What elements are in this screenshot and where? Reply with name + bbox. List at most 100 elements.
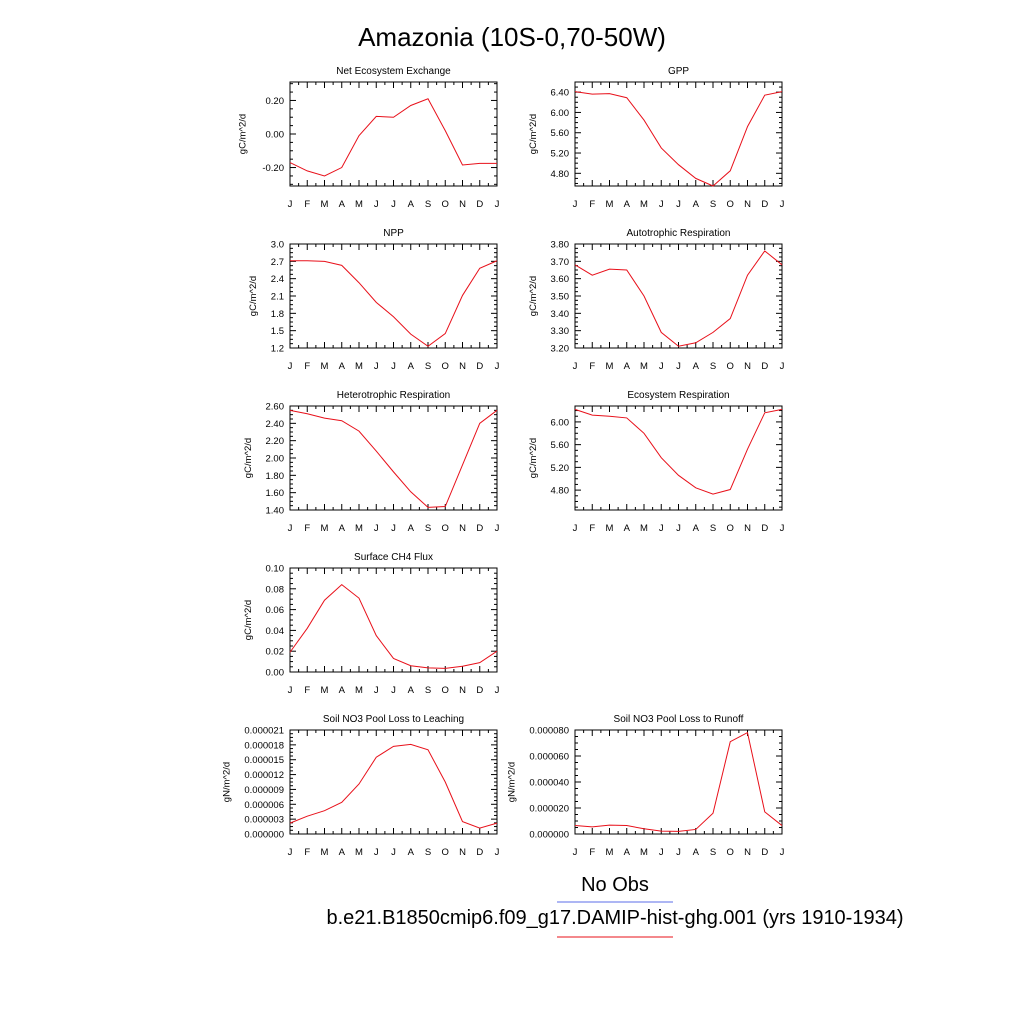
x-tick-label: F: [589, 847, 595, 858]
x-tick-label: M: [321, 847, 329, 858]
x-tick-label: J: [573, 199, 578, 210]
plot-frame: [289, 81, 498, 187]
x-tick-label: J: [676, 361, 681, 372]
y-tick-label: 0.000012: [244, 770, 284, 781]
x-tick-label: S: [710, 523, 716, 534]
x-tick-label: D: [761, 199, 768, 210]
x-tick-label: S: [425, 199, 431, 210]
x-tick-label: J: [374, 685, 379, 696]
series-line: [574, 731, 783, 832]
x-tick-label: J: [374, 847, 379, 858]
x-tick-label: A: [339, 199, 346, 210]
y-tick-label: 3.30: [551, 326, 570, 337]
x-tick-label: N: [744, 523, 751, 534]
x-tick-label: O: [727, 199, 734, 210]
x-tick-label: S: [425, 847, 431, 858]
x-tick-label: J: [676, 199, 681, 210]
panel-title: Autotrophic Respiration: [627, 228, 731, 239]
x-tick-label: O: [442, 847, 449, 858]
y-axis-label: gN/m^2/d: [222, 762, 233, 802]
y-tick-label: 2.00: [266, 454, 285, 465]
x-tick-label: M: [321, 361, 329, 372]
x-tick-label: D: [761, 523, 768, 534]
x-tick-label: A: [339, 685, 346, 696]
y-tick-label: 0.000020: [529, 804, 569, 815]
x-tick-label: N: [459, 523, 466, 534]
x-tick-label: N: [459, 685, 466, 696]
x-tick-label: J: [573, 523, 578, 534]
x-tick-label: J: [374, 523, 379, 534]
x-tick-label: N: [459, 847, 466, 858]
x-tick-label: M: [321, 523, 329, 534]
x-tick-label: A: [693, 361, 700, 372]
y-tick-label: 3.20: [551, 344, 570, 355]
x-tick-label: N: [744, 361, 751, 372]
panel-title: NPP: [383, 228, 404, 239]
x-tick-label: J: [780, 361, 785, 372]
y-tick-label: 0.20: [266, 96, 285, 107]
x-tick-label: J: [573, 361, 578, 372]
x-tick-label: M: [606, 199, 614, 210]
x-tick-label: A: [408, 523, 415, 534]
x-tick-label: A: [408, 847, 415, 858]
x-tick-label: M: [355, 523, 363, 534]
y-tick-label: 5.20: [551, 149, 570, 160]
x-tick-label: N: [744, 199, 751, 210]
x-tick-label: J: [374, 361, 379, 372]
x-tick-label: F: [589, 199, 595, 210]
x-tick-label: A: [408, 199, 415, 210]
x-tick-label: A: [408, 361, 415, 372]
panel-title: Net Ecosystem Exchange: [336, 66, 451, 77]
y-tick-label: 0.000000: [244, 830, 284, 841]
x-tick-label: J: [495, 361, 500, 372]
x-tick-label: A: [624, 199, 631, 210]
plot-frame: [574, 405, 783, 511]
panel-title: Ecosystem Respiration: [627, 390, 729, 401]
series-line: [574, 250, 783, 347]
x-tick-label: F: [304, 685, 310, 696]
panel-title: Soil NO3 Pool Loss to Leaching: [323, 714, 464, 725]
y-tick-label: 1.2: [271, 344, 284, 355]
x-tick-label: N: [459, 199, 466, 210]
y-tick-label: 2.20: [266, 436, 285, 447]
x-tick-label: O: [442, 685, 449, 696]
x-tick-label: M: [640, 847, 648, 858]
y-tick-label: 6.00: [551, 417, 570, 428]
y-tick-label: 2.4: [271, 274, 284, 285]
x-tick-label: M: [321, 685, 329, 696]
x-tick-label: S: [425, 523, 431, 534]
y-tick-label: 4.80: [551, 169, 570, 180]
x-tick-label: M: [640, 199, 648, 210]
y-tick-label: 0.00: [266, 130, 285, 141]
x-tick-label: M: [355, 685, 363, 696]
y-tick-label: 2.40: [266, 419, 285, 430]
x-tick-label: M: [640, 361, 648, 372]
x-tick-label: J: [391, 199, 396, 210]
series-line: [289, 409, 498, 508]
y-tick-label: 3.40: [551, 309, 570, 320]
y-tick-label: 0.000080: [529, 726, 569, 737]
y-tick-label: 0.00: [266, 668, 285, 679]
x-tick-label: A: [339, 523, 346, 534]
series-line: [289, 98, 497, 177]
series-line: [574, 408, 783, 495]
y-tick-label: 3.50: [551, 292, 570, 303]
x-tick-label: F: [589, 523, 595, 534]
y-tick-label: 2.1: [271, 292, 284, 303]
x-tick-label: J: [495, 199, 500, 210]
x-tick-label: D: [761, 361, 768, 372]
y-axis-label: gC/m^2/d: [528, 276, 539, 316]
x-tick-label: J: [573, 847, 578, 858]
x-tick-label: J: [391, 523, 396, 534]
x-tick-label: A: [693, 199, 700, 210]
legend: No Obs b.e21.B1850cmip6.f09_g17.DAMIP-hi…: [326, 874, 904, 938]
x-tick-label: J: [391, 361, 396, 372]
x-tick-label: J: [659, 361, 664, 372]
x-tick-label: J: [780, 199, 785, 210]
